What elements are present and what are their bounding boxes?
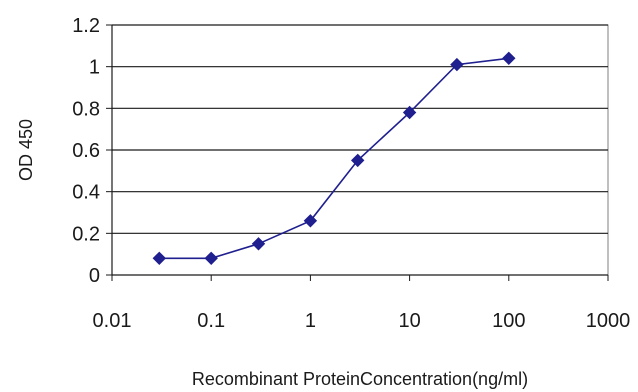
x-tick-labels: 0.01 0.1 1 10 100 1000 xyxy=(93,310,631,332)
x-tick-label: 100 xyxy=(492,310,525,332)
y-tick-label: 0 xyxy=(89,265,100,287)
series-markers xyxy=(152,51,516,266)
y-tick-label: 0.2 xyxy=(72,223,100,245)
data-point-marker xyxy=(450,57,464,72)
x-tick-label: 1 xyxy=(305,310,316,332)
x-tick-label: 1000 xyxy=(586,310,631,332)
x-tick-label: 10 xyxy=(398,310,420,332)
x-axis-title: Recombinant ProteinConcentration(ng/ml) xyxy=(192,369,528,389)
data-point-marker xyxy=(152,251,167,266)
data-point-marker xyxy=(303,214,318,228)
gridlines xyxy=(112,24,608,234)
y-tick-label: 0.8 xyxy=(72,98,100,120)
data-point-marker xyxy=(402,105,417,120)
y-tick-label: 0.6 xyxy=(72,140,100,162)
axes xyxy=(106,24,609,281)
y-tick-labels: 0 0.2 0.4 0.6 0.8 1 1.2 xyxy=(72,15,100,287)
y-tick-label: 1 xyxy=(89,57,100,79)
data-point-marker xyxy=(350,153,365,168)
data-point-marker xyxy=(251,237,266,251)
series-lines xyxy=(159,57,509,260)
x-tick-label: 0.1 xyxy=(197,310,225,332)
y-tick-label: 0.4 xyxy=(72,182,100,204)
data-point-marker xyxy=(204,251,218,266)
y-axis-title: OD 450 xyxy=(16,119,36,181)
data-point-marker xyxy=(502,51,516,66)
x-tick-label: 0.01 xyxy=(93,310,132,332)
y-tick-label: 1.2 xyxy=(72,15,100,37)
series-line xyxy=(159,57,509,260)
